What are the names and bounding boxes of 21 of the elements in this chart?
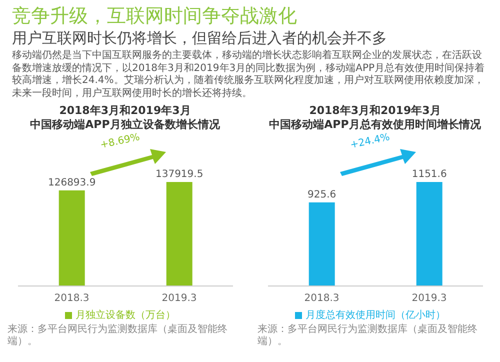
data-label: 137919.5 <box>154 169 203 180</box>
x-tick-label: 2019.3 <box>161 293 196 304</box>
chart-subtitle: 中国移动端APP月总有效使用时间增长情况 <box>268 118 482 132</box>
legend-label: 月独立设备数（万台） <box>76 310 176 321</box>
x-tick-label: 2019.3 <box>411 293 446 304</box>
chart-subtitle: 中国移动端APP月独立设备数增长情况 <box>29 118 221 132</box>
source-note: 来源：多平台网民行为监测数据库（桌面及智能终端）。 <box>258 324 478 348</box>
chart-title: 2018年3月和2019年3月 <box>58 104 192 118</box>
data-label: 126893.9 <box>47 177 96 188</box>
legend-label: 月度总有效使用时间（亿小时） <box>306 310 446 321</box>
data-label: 925.6 <box>307 189 336 200</box>
text: 移动端仍然是当下中国互联网服务的主要载体，移动端的增长状态影响着互联网企业的发展状态，在活跃设备数增速放缓的情况下，以2018年3月和2019年3月的同比数据为例，移动端APP月总有效使用时间保持着较高增速，增长24.4%。艾瑞分析认为，随着传统服务互联网化程度加速，用户对互联网使用依赖度加深，未来一段时间，用户互联网使用时长的增长还将持续。 <box>12 50 486 100</box>
text: +8.69% <box>98 132 140 152</box>
text: +24.4% <box>348 132 390 152</box>
x-tick-label: 2018.3 <box>304 293 339 304</box>
x-tick-label: 2018.3 <box>54 293 89 304</box>
source-note: 来源：多平台网民行为监测数据库（桌面及智能终端）。 <box>8 324 228 348</box>
text: 用户互联网时长仍将增长，但留给后进入者的机会并不多 <box>12 28 388 48</box>
text: 竞争升级，互联网时间争夺战激化 <box>12 4 298 28</box>
data-label: 1151.6 <box>411 169 446 180</box>
chart-title: 2018年3月和2019年3月 <box>308 104 442 118</box>
